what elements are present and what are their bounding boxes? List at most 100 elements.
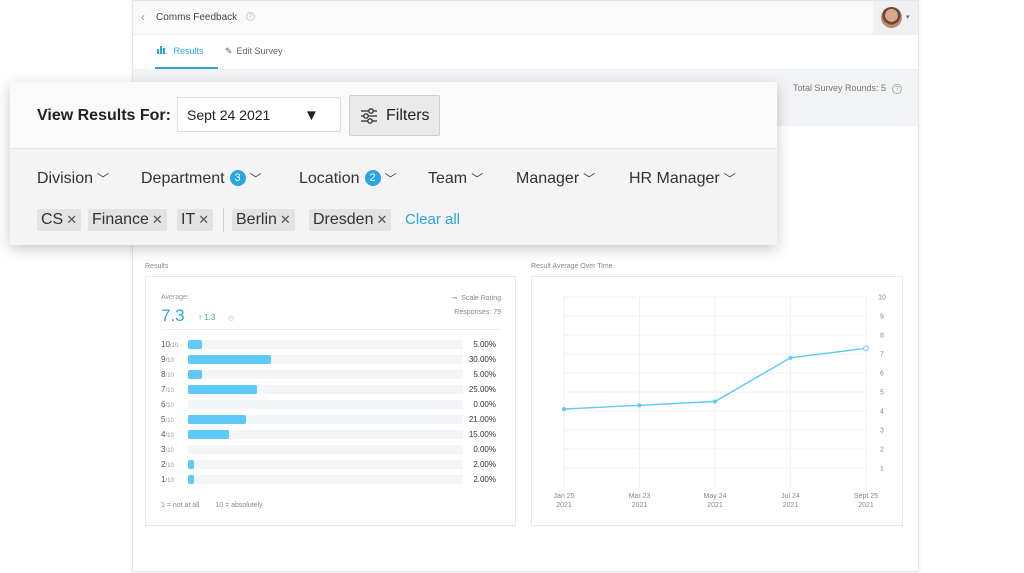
rating-denominator: /10 <box>165 403 174 409</box>
chevron-down-icon: ﹀ <box>384 172 397 186</box>
chevron-left-icon[interactable]: ‹ <box>141 10 145 24</box>
rating-denominator: /10 <box>165 358 174 364</box>
bar-track <box>188 460 463 469</box>
user-menu[interactable]: ▾ <box>873 1 918 35</box>
rating-row: 1/10 2.00% <box>161 473 502 486</box>
divider <box>161 329 502 330</box>
rating-label: 10/10 <box>161 340 178 349</box>
rating-denominator: /10 <box>165 448 174 454</box>
chip-group-separator <box>223 208 224 232</box>
manager-dropdown[interactable]: Manager ﹀ <box>516 170 595 188</box>
bar-track <box>188 385 463 394</box>
sliders-icon <box>361 108 377 124</box>
x-tick-label: Mar 23 <box>629 493 651 500</box>
rating-row: 2/10 2.00% <box>161 458 502 471</box>
active-tab-indicator <box>155 67 218 69</box>
filter-panel: View Results For: Sept 24 2021 ▼ Filters… <box>10 82 777 245</box>
division-dropdown[interactable]: Division ﹀ <box>37 170 109 188</box>
rating-score: 9 <box>161 355 166 364</box>
rating-label: 9/10 <box>161 355 174 364</box>
bar-fill <box>188 370 202 379</box>
tab-edit-survey-label: Edit Survey <box>236 46 283 56</box>
scale-rating-label: Scale Rating <box>461 295 501 302</box>
dropdown-label: Location <box>299 170 360 187</box>
tab-edit-survey[interactable]: ✎ Edit Survey <box>225 46 283 57</box>
close-icon[interactable]: ✕ <box>151 212 163 227</box>
chevron-down-icon: ﹀ <box>97 172 110 186</box>
rating-label: 6/10 <box>161 400 174 409</box>
bar-track <box>188 430 463 439</box>
selected-count-badge: 2 <box>364 170 381 186</box>
tab-results[interactable]: Results <box>157 46 204 56</box>
clock-icon[interactable]: ◷ <box>228 315 235 322</box>
tab-bar: Results ✎ Edit Survey <box>133 35 918 70</box>
chevron-down-icon[interactable]: ▾ <box>906 14 910 21</box>
total-survey-rounds: Total Survey Rounds: 5? <box>793 83 902 94</box>
help-circle-icon[interactable]: ? <box>246 12 255 21</box>
x-tick-year: 2021 <box>707 502 723 509</box>
survey-title: Comms Feedback <box>156 12 238 23</box>
delta-value: 1.3 <box>204 313 216 322</box>
dropdown-label: Team <box>428 170 468 187</box>
y-tick-label: 5 <box>880 390 884 397</box>
rating-row: 9/10 30.00% <box>161 353 502 366</box>
rating-row: 3/10 0.00% <box>161 443 502 456</box>
chip-label: Finance <box>92 211 149 228</box>
bar-fill <box>188 340 202 349</box>
chip-label: IT <box>181 211 196 228</box>
close-icon[interactable]: ✕ <box>376 212 388 227</box>
scale-rating-legend: ⊸ Scale Rating <box>452 294 501 302</box>
y-tick-label: 3 <box>880 428 884 435</box>
date-select[interactable]: Sept 24 2021 ▼ <box>177 97 341 132</box>
filters-button[interactable]: Filters <box>349 95 440 136</box>
rating-score: 6 <box>161 400 166 409</box>
filter-chip-it[interactable]: IT ✕ <box>177 209 214 231</box>
rating-label: 3/10 <box>161 445 174 454</box>
team-dropdown[interactable]: Team ﹀ <box>428 170 483 188</box>
close-icon[interactable]: ✕ <box>279 212 291 227</box>
rating-percent: 2.00% <box>473 475 496 484</box>
rating-percent: 2.00% <box>473 460 496 469</box>
chip-label: CS <box>41 211 64 228</box>
filter-chip-berlin[interactable]: Berlin ✕ <box>232 209 295 231</box>
rating-row: 5/10 21.00% <box>161 413 502 426</box>
data-point <box>863 345 869 352</box>
rating-denominator: /10 <box>169 343 179 349</box>
bar-fill <box>188 415 246 424</box>
rating-score: 1 <box>161 475 166 484</box>
caret-down-icon[interactable]: ▼ <box>304 107 319 124</box>
rating-label: 7/10 <box>161 385 174 394</box>
rating-label: 5/10 <box>161 415 174 424</box>
dropdown-label: HR Manager <box>629 170 720 187</box>
filter-chip-cs[interactable]: CS ✕ <box>37 209 82 231</box>
chevron-down-icon: ﹀ <box>471 172 484 186</box>
close-icon[interactable]: ✕ <box>198 212 210 227</box>
bar-fill <box>188 475 194 484</box>
rating-score: 10 <box>161 340 170 349</box>
rating-score: 5 <box>161 415 166 424</box>
rating-percent: 5.00% <box>473 340 496 349</box>
close-icon[interactable]: ✕ <box>66 212 78 227</box>
y-tick-label: 9 <box>880 314 884 321</box>
selected-count-badge: 3 <box>229 170 246 186</box>
filter-chip-dresden[interactable]: Dresden ✕ <box>309 209 392 231</box>
filter-chip-finance[interactable]: Finance ✕ <box>88 209 167 231</box>
rating-denominator: /10 <box>165 373 174 379</box>
clear-all-link[interactable]: Clear all <box>405 211 461 228</box>
hr-manager-dropdown[interactable]: HR Manager ﹀ <box>629 170 736 188</box>
rating-label: 1/10 <box>161 475 174 484</box>
data-point <box>712 399 718 404</box>
bar-track <box>188 370 463 379</box>
rating-row: 10/10 5.00% <box>161 338 502 351</box>
bar-fill <box>188 460 194 469</box>
location-dropdown[interactable]: Location 2 ﹀ <box>299 170 397 188</box>
pencil-icon: ✎ <box>225 46 233 56</box>
dropdown-label: Manager <box>516 170 580 187</box>
avatar[interactable] <box>881 7 902 28</box>
date-select-value: Sept 24 2021 <box>187 107 271 123</box>
department-dropdown[interactable]: Department 3 ﹀ <box>141 170 262 188</box>
y-tick-label: 7 <box>880 352 884 359</box>
data-point <box>637 403 642 408</box>
help-circle-icon[interactable]: ? <box>892 84 902 94</box>
bar-chart-icon <box>157 46 170 56</box>
